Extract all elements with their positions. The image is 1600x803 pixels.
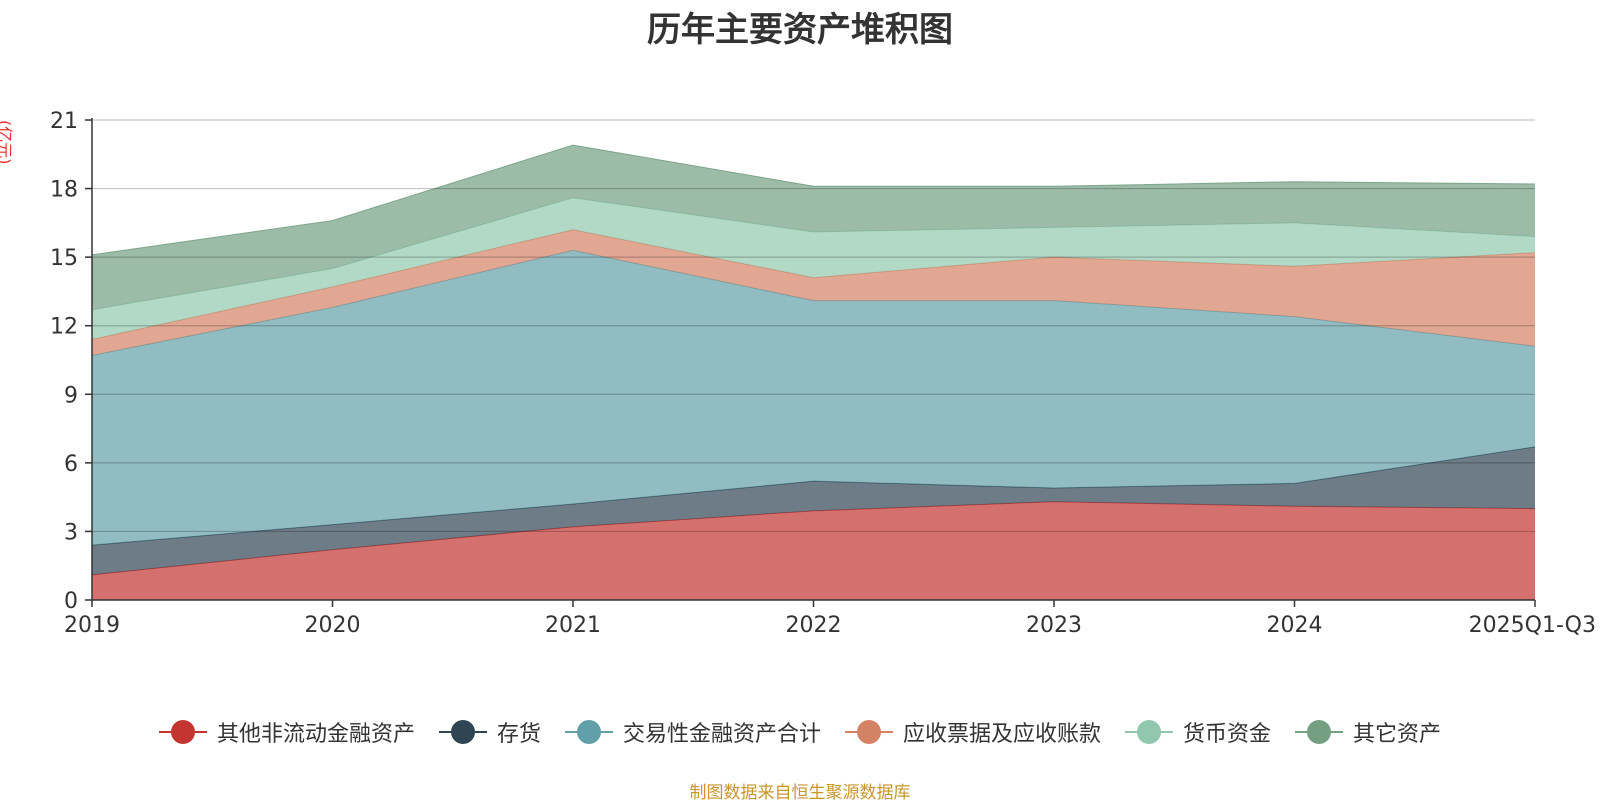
y-tick-label: 21 (50, 109, 78, 134)
legend-marker-icon (438, 719, 487, 745)
x-tick-label: 2019 (64, 613, 120, 638)
legend-label: 其它资产 (1353, 722, 1442, 747)
chart-legend: 其他非流动金融资产 存货 交易性金融资产合计 应收票据及应收账款 货币资金 其它资产 (0, 716, 1600, 748)
y-tick-label: 15 (50, 246, 78, 271)
y-tick-label: 0 (64, 589, 78, 614)
legend-marker-icon (158, 719, 207, 745)
series-area-5 (92, 197, 1535, 340)
series-area-4 (92, 229, 1535, 356)
x-tick-label: 2022 (786, 613, 842, 638)
y-tick-label: 18 (50, 178, 78, 203)
legend-label: 货币资金 (1183, 722, 1272, 747)
legend-item[interactable]: 交易性金融资产合计 (564, 716, 821, 748)
x-tick-label: 2025Q1-Q3 (1469, 613, 1596, 638)
legend-marker-icon (845, 719, 893, 745)
chart-title: 历年主要资产堆积图 (647, 10, 953, 50)
series-area-2 (92, 446, 1535, 575)
legend-item[interactable]: 存货 (438, 716, 541, 748)
series-area-3 (92, 250, 1535, 546)
x-tick-label: 2020 (305, 613, 361, 638)
y-tick-label: 3 (64, 520, 78, 545)
legend-marker-icon (564, 719, 613, 745)
y-tick-label: 12 (50, 315, 78, 340)
y-tick-label: 9 (64, 383, 78, 408)
series-line-6 (91, 144, 1536, 256)
x-tick-label: 2021 (545, 613, 601, 638)
legend-marker-icon (1125, 719, 1174, 745)
legend-item[interactable]: 应收票据及应收账款 (845, 716, 1101, 748)
series-area-1 (92, 501, 1535, 600)
source-note: 制图数据来自恒生聚源数据库 (689, 783, 911, 803)
y-tick-label: 6 (64, 452, 78, 477)
legend-label: 其他非流动金融资产 (216, 722, 415, 747)
legend-label: 应收票据及应收账款 (903, 722, 1102, 747)
legend-item[interactable]: 货币资金 (1125, 716, 1271, 748)
x-tick-label: 2024 (1267, 613, 1323, 638)
x-tick-label: 2023 (1026, 613, 1082, 638)
legend-marker-icon (1295, 719, 1344, 745)
legend-label: 存货 (496, 722, 541, 747)
legend-item[interactable]: 其他非流动金融资产 (158, 716, 415, 748)
series-area-6 (92, 145, 1535, 310)
legend-item[interactable]: 其它资产 (1295, 716, 1441, 748)
legend-label: 交易性金融资产合计 (622, 722, 821, 747)
